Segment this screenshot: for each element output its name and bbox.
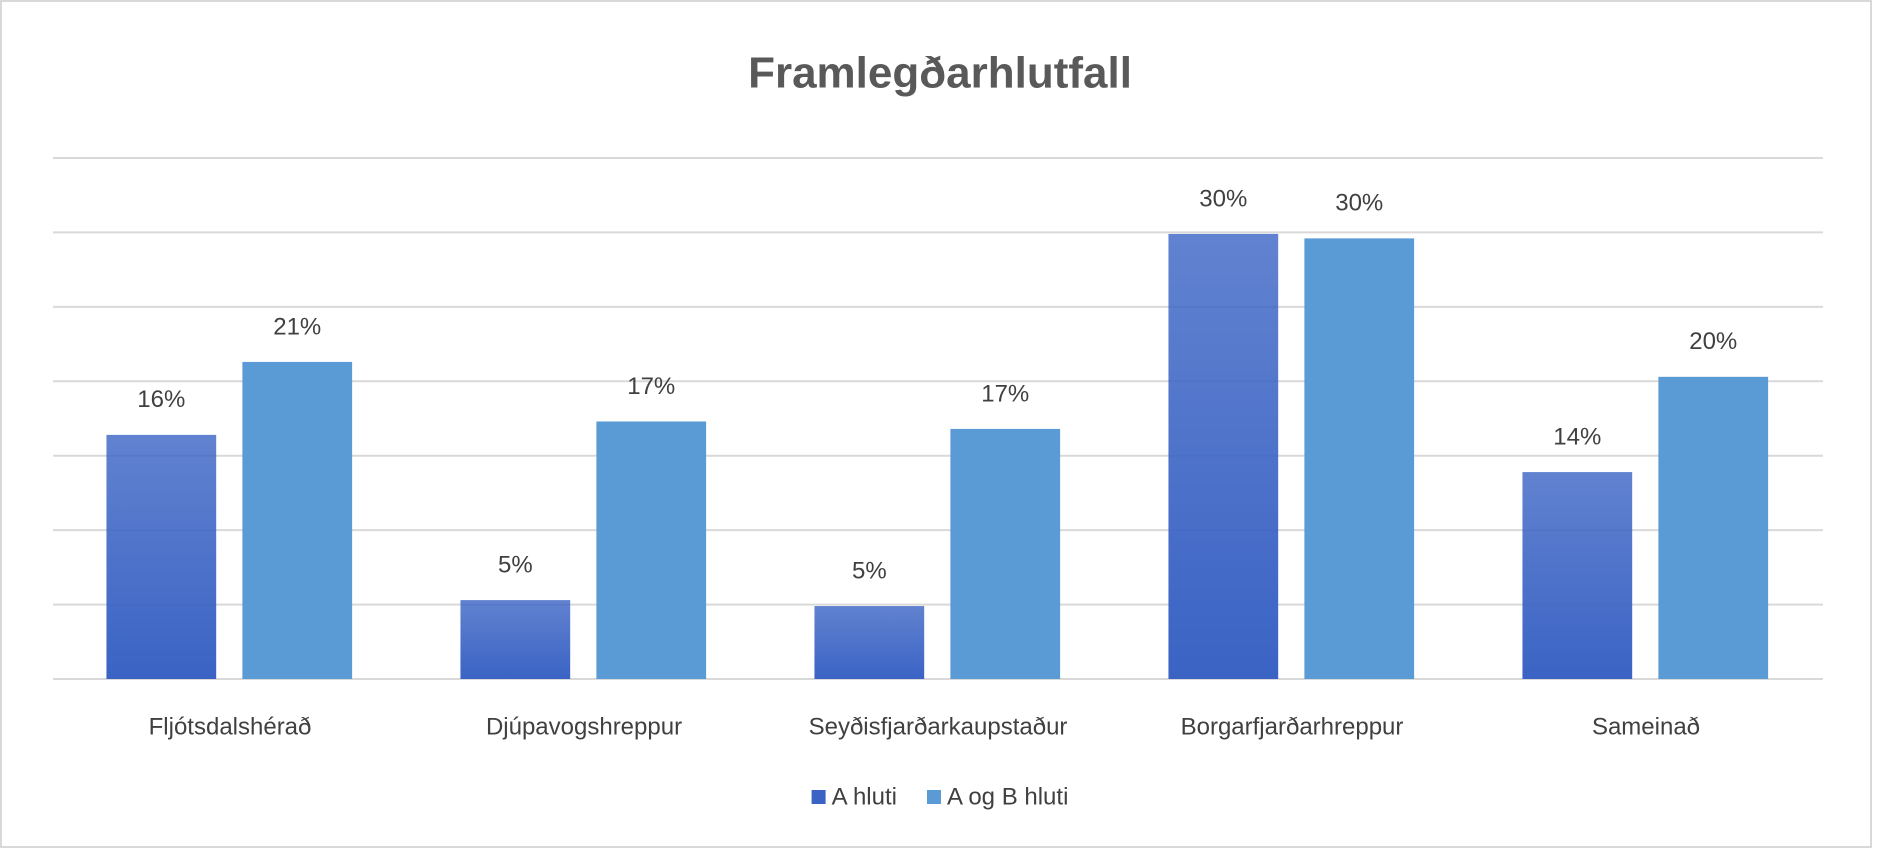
x-tick-label: Djúpavogshreppur	[486, 713, 682, 740]
bar	[1304, 238, 1415, 679]
data-label: 17%	[627, 373, 675, 400]
data-label: 5%	[852, 557, 887, 584]
legend-swatch	[811, 790, 826, 804]
bar	[1168, 233, 1279, 679]
x-tick-label: Borgarfjarðarhreppur	[1181, 713, 1404, 740]
bar	[106, 434, 217, 679]
data-label: 20%	[1689, 328, 1737, 355]
data-label: 30%	[1199, 185, 1247, 212]
legend-label: A hluti	[832, 783, 897, 810]
data-label: 21%	[273, 313, 321, 340]
chart-title: Framlegðarhlutfall	[748, 49, 1132, 98]
x-tick-label: Sameinað	[1592, 713, 1700, 740]
data-label: 17%	[981, 380, 1029, 407]
data-label: 30%	[1335, 190, 1383, 217]
bar	[242, 361, 353, 679]
bar	[1522, 472, 1633, 679]
bar	[814, 606, 925, 679]
legend-label: A og B hluti	[947, 783, 1068, 810]
bar	[950, 428, 1061, 679]
data-label: 5%	[498, 551, 533, 578]
data-label: 16%	[137, 386, 185, 413]
data-label: 14%	[1553, 423, 1601, 450]
bar	[596, 421, 707, 679]
x-tick-label: Seyðisfjarðarkaupstaður	[809, 713, 1068, 740]
bar	[460, 600, 571, 679]
bar	[1658, 376, 1769, 679]
x-tick-label: Fljótsdalshérað	[149, 713, 312, 740]
legend-swatch	[926, 790, 941, 804]
